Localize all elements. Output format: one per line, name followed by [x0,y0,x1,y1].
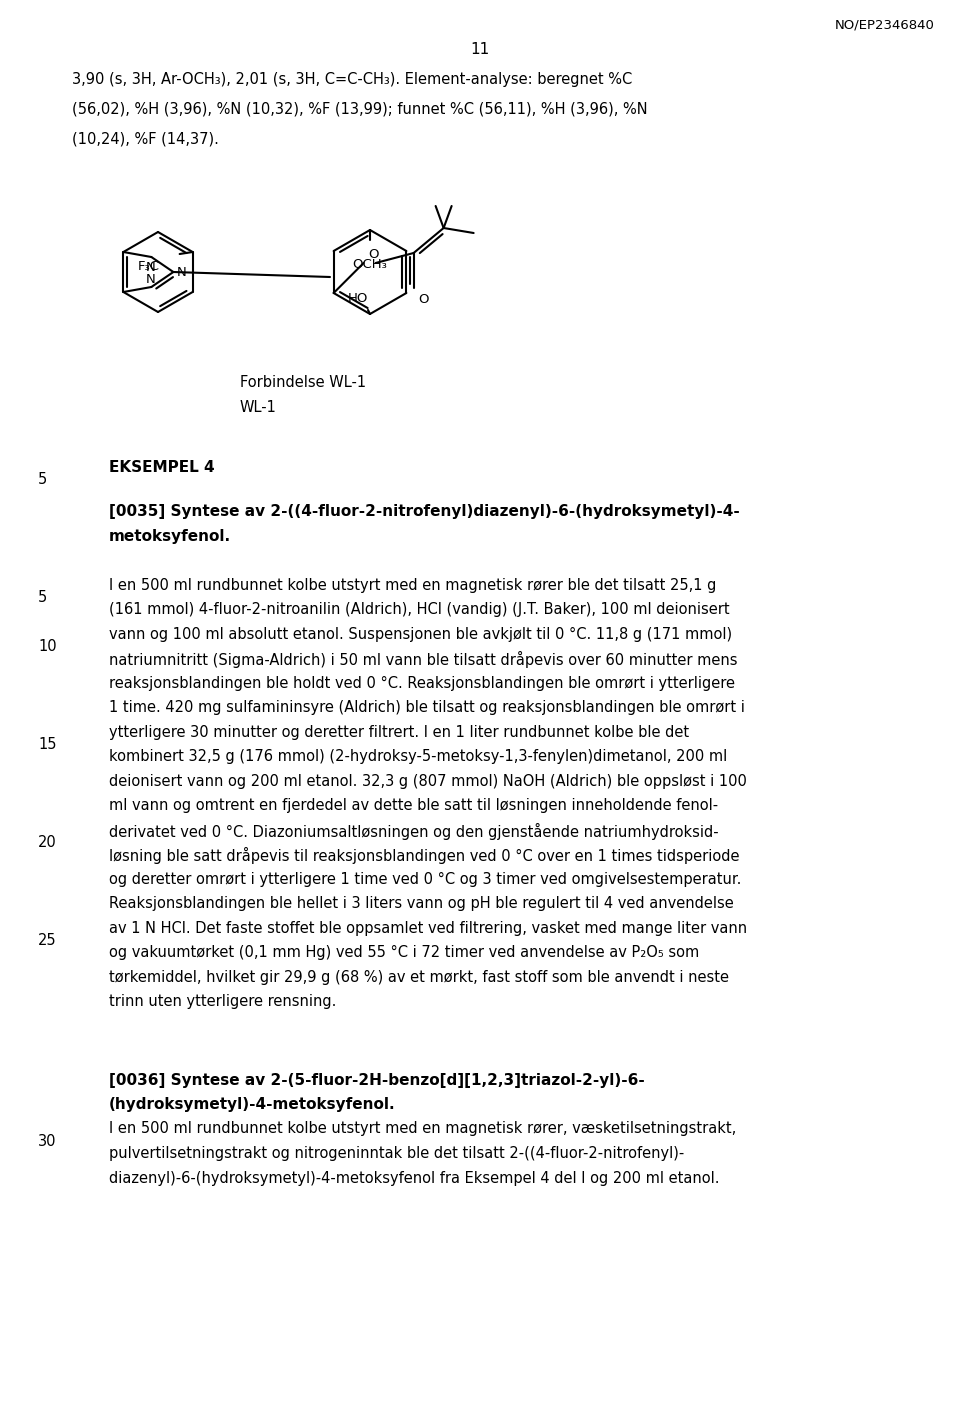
Text: og deretter omrørt i ytterligere 1 time ved 0 °C og 3 timer ved omgivelsestemper: og deretter omrørt i ytterligere 1 time … [109,871,741,887]
Text: vann og 100 ml absolutt etanol. Suspensjonen ble avkjølt til 0 °C. 11,8 g (171 m: vann og 100 ml absolutt etanol. Suspensj… [109,626,732,642]
Text: [0035] Syntese av 2-((4-fluor-2-nitrofenyl)diazenyl)-6-(hydroksymetyl)-4-: [0035] Syntese av 2-((4-fluor-2-nitrofen… [109,504,740,519]
Text: NO/EP2346840: NO/EP2346840 [835,18,935,31]
Text: OCH₃: OCH₃ [352,258,387,271]
Text: løsning ble satt dråpevis til reaksjonsblandingen ved 0 °C over en 1 times tidsp: løsning ble satt dråpevis til reaksjonsb… [109,847,739,864]
Text: [0036] Syntese av 2-(5-fluor-2H-benzo[d][1,2,3]triazol-2-yl)-6-: [0036] Syntese av 2-(5-fluor-2H-benzo[d]… [109,1073,645,1087]
Text: 1 time. 420 mg sulfamininsyre (Aldrich) ble tilsatt og reaksjonsblandingen ble o: 1 time. 420 mg sulfamininsyre (Aldrich) … [109,700,745,716]
Text: ytterligere 30 minutter og deretter filtrert. I en 1 liter rundbunnet kolbe ble : ytterligere 30 minutter og deretter filt… [109,724,689,740]
Text: (hydroksymetyl)-4-metoksyfenol.: (hydroksymetyl)-4-metoksyfenol. [109,1097,396,1112]
Text: derivatet ved 0 °C. Diazoniumsaltløsningen og den gjenstående natriumhydroksid-: derivatet ved 0 °C. Diazoniumsaltløsning… [109,823,719,840]
Text: 20: 20 [38,835,57,850]
Text: kombinert 32,5 g (176 mmol) (2-hydroksy-5-metoksy-1,3-fenylen)dimetanol, 200 ml: kombinert 32,5 g (176 mmol) (2-hydroksy-… [109,750,728,764]
Text: 5: 5 [38,589,47,605]
Text: Reaksjonsblandingen ble hellet i 3 liters vann og pH ble regulert til 4 ved anve: Reaksjonsblandingen ble hellet i 3 liter… [109,896,733,911]
Text: N: N [145,273,156,286]
Text: tørkemiddel, hvilket gir 29,9 g (68 %) av et mørkt, fast stoff som ble anvendt i: tørkemiddel, hvilket gir 29,9 g (68 %) a… [109,969,729,985]
Text: HO: HO [348,292,369,305]
Text: (10,24), %F (14,37).: (10,24), %F (14,37). [72,132,219,147]
Text: N: N [145,261,156,273]
Text: og vakuumtørket (0,1 mm Hg) ved 55 °C i 72 timer ved anvendelse av P₂O₅ som: og vakuumtørket (0,1 mm Hg) ved 55 °C i … [109,945,699,961]
Text: trinn uten ytterligere rensning.: trinn uten ytterligere rensning. [109,995,336,1009]
Text: deionisert vann og 200 ml etanol. 32,3 g (807 mmol) NaOH (Aldrich) ble oppsløst : deionisert vann og 200 ml etanol. 32,3 g… [109,774,747,789]
Text: 11: 11 [470,43,490,57]
Text: (161 mmol) 4-fluor-2-nitroanilin (Aldrich), HCl (vandig) (J.T. Baker), 100 ml de: (161 mmol) 4-fluor-2-nitroanilin (Aldric… [109,602,730,616]
Text: (56,02), %H (3,96), %N (10,32), %F (13,99); funnet %C (56,11), %H (3,96), %N: (56,02), %H (3,96), %N (10,32), %F (13,9… [72,102,648,118]
Text: 15: 15 [38,737,57,751]
Text: 25: 25 [38,932,57,948]
Text: WL-1: WL-1 [240,400,276,415]
Text: reaksjonsblandingen ble holdt ved 0 °C. Reaksjonsblandingen ble omrørt i ytterli: reaksjonsblandingen ble holdt ved 0 °C. … [109,676,735,690]
Text: 3,90 (s, 3H, Ar-OCH₃), 2,01 (s, 3H, C=C-CH₃). Element-analyse: beregnet %C: 3,90 (s, 3H, Ar-OCH₃), 2,01 (s, 3H, C=C-… [72,72,633,86]
Text: ml vann og omtrent en fjerdedel av dette ble satt til løsningen inneholdende fen: ml vann og omtrent en fjerdedel av dette… [109,798,718,813]
Text: I en 500 ml rundbunnet kolbe utstyrt med en magnetisk rører ble det tilsatt 25,1: I en 500 ml rundbunnet kolbe utstyrt med… [109,578,716,592]
Text: metoksyfenol.: metoksyfenol. [109,529,231,544]
Text: 30: 30 [38,1134,57,1149]
Text: O: O [369,248,379,261]
Text: natriumnitritt (Sigma-Aldrich) i 50 ml vann ble tilsatt dråpevis over 60 minutte: natriumnitritt (Sigma-Aldrich) i 50 ml v… [109,650,737,669]
Text: F₃C: F₃C [137,259,159,273]
Text: I en 500 ml rundbunnet kolbe utstyrt med en magnetisk rører, væsketilsetningstra: I en 500 ml rundbunnet kolbe utstyrt med… [109,1121,736,1136]
Text: 5: 5 [38,472,47,487]
Text: N: N [177,266,186,279]
Text: pulvertilsetningstrakt og nitrogeninntak ble det tilsatt 2-((4-fluor-2-nitrofeny: pulvertilsetningstrakt og nitrogeninntak… [109,1146,684,1161]
Text: O: O [419,293,429,306]
Text: EKSEMPEL 4: EKSEMPEL 4 [109,461,215,475]
Text: av 1 N HCl. Det faste stoffet ble oppsamlet ved filtrering, vasket med mange lit: av 1 N HCl. Det faste stoffet ble oppsam… [109,921,747,935]
Text: 10: 10 [38,639,57,653]
Text: Forbindelse WL-1: Forbindelse WL-1 [240,376,366,390]
Text: diazenyl)-6-(hydroksymetyl)-4-metoksyfenol fra Eksempel 4 del I og 200 ml etanol: diazenyl)-6-(hydroksymetyl)-4-metoksyfen… [109,1170,719,1186]
